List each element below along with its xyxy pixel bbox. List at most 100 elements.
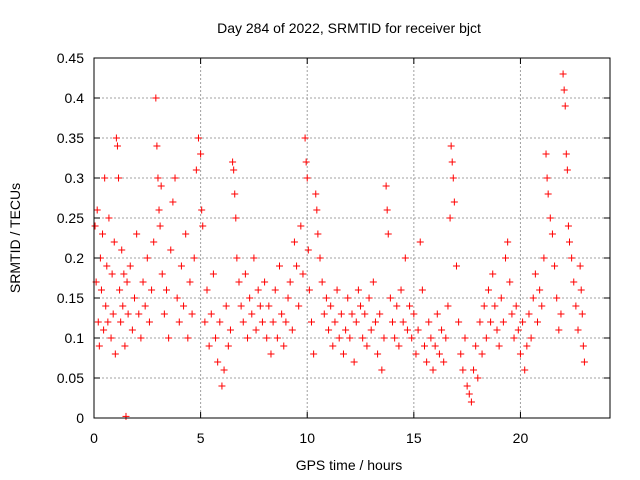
data-point bbox=[192, 166, 200, 174]
y-tick-label: 0.3 bbox=[65, 170, 85, 186]
data-point bbox=[452, 262, 460, 270]
y-tick-label: 0.35 bbox=[57, 130, 84, 146]
data-point bbox=[572, 302, 580, 310]
data-point bbox=[110, 238, 118, 246]
chart-title: Day 284 of 2022, SRMTID for receiver bjc… bbox=[217, 20, 481, 36]
data-point bbox=[318, 278, 326, 286]
data-point bbox=[467, 398, 475, 406]
data-point bbox=[352, 318, 360, 326]
data-point bbox=[239, 318, 247, 326]
data-point bbox=[188, 310, 196, 318]
data-point bbox=[263, 334, 271, 342]
data-point bbox=[119, 302, 127, 310]
y-tick-label: 0.45 bbox=[57, 50, 84, 66]
x-tick-label: 5 bbox=[197, 430, 205, 446]
data-point bbox=[397, 286, 405, 294]
data-point bbox=[209, 270, 217, 278]
data-point bbox=[276, 262, 284, 270]
data-point bbox=[93, 206, 101, 214]
data-point bbox=[568, 254, 576, 262]
data-point bbox=[265, 302, 273, 310]
data-point bbox=[493, 326, 501, 334]
data-point bbox=[579, 342, 587, 350]
data-point bbox=[237, 302, 245, 310]
data-point bbox=[446, 214, 454, 222]
data-point bbox=[412, 350, 420, 358]
data-point bbox=[258, 318, 266, 326]
y-tick-label: 0.2 bbox=[65, 250, 85, 266]
data-point bbox=[564, 222, 572, 230]
data-point bbox=[123, 278, 131, 286]
data-point bbox=[167, 246, 175, 254]
data-point bbox=[414, 326, 422, 334]
data-point bbox=[280, 342, 288, 350]
data-point bbox=[395, 342, 403, 350]
data-point bbox=[199, 222, 207, 230]
data-point bbox=[124, 310, 132, 318]
data-point bbox=[565, 238, 573, 246]
data-point bbox=[502, 254, 510, 262]
data-point bbox=[577, 286, 585, 294]
data-point bbox=[542, 150, 550, 158]
data-point bbox=[327, 302, 335, 310]
data-point bbox=[194, 134, 202, 142]
data-point bbox=[534, 318, 542, 326]
y-tick-label: 0.05 bbox=[57, 370, 84, 386]
data-point bbox=[361, 310, 369, 318]
data-point bbox=[425, 318, 433, 326]
data-point bbox=[393, 302, 401, 310]
data-point bbox=[95, 342, 103, 350]
data-point bbox=[190, 254, 198, 262]
data-point bbox=[105, 214, 113, 222]
data-point bbox=[329, 342, 337, 350]
data-point bbox=[135, 310, 143, 318]
data-point bbox=[482, 334, 490, 342]
data-point bbox=[525, 310, 533, 318]
data-point bbox=[506, 278, 514, 286]
y-tick-label: 0.1 bbox=[65, 330, 85, 346]
data-point bbox=[226, 326, 234, 334]
data-point bbox=[250, 254, 258, 262]
data-point bbox=[516, 350, 524, 358]
data-point bbox=[220, 366, 228, 374]
data-point bbox=[152, 94, 160, 102]
data-point bbox=[449, 174, 457, 182]
data-point bbox=[101, 174, 109, 182]
data-point bbox=[580, 358, 588, 366]
data-point bbox=[389, 318, 397, 326]
data-point bbox=[198, 206, 206, 214]
data-point bbox=[344, 294, 352, 302]
data-point bbox=[112, 134, 120, 142]
data-point bbox=[107, 334, 115, 342]
data-point bbox=[248, 310, 256, 318]
data-point bbox=[391, 334, 399, 342]
data-point bbox=[307, 318, 315, 326]
data-point bbox=[256, 302, 264, 310]
data-point bbox=[480, 302, 488, 310]
data-point bbox=[521, 366, 529, 374]
plot-frame bbox=[93, 57, 611, 419]
data-point bbox=[203, 286, 211, 294]
data-point bbox=[171, 174, 179, 182]
data-point bbox=[212, 334, 220, 342]
data-point bbox=[423, 358, 431, 366]
data-point bbox=[529, 294, 537, 302]
data-point bbox=[145, 318, 153, 326]
data-point bbox=[455, 318, 463, 326]
data-point bbox=[346, 334, 354, 342]
data-point bbox=[461, 334, 469, 342]
data-point bbox=[267, 350, 275, 358]
data-point bbox=[122, 412, 130, 420]
data-point bbox=[431, 342, 439, 350]
data-point bbox=[578, 310, 586, 318]
data-point bbox=[231, 190, 239, 198]
data-point bbox=[418, 286, 426, 294]
data-point bbox=[120, 270, 128, 278]
data-point bbox=[158, 270, 166, 278]
data-point bbox=[416, 238, 424, 246]
x-axis-label: GPS time / hours bbox=[296, 457, 403, 473]
data-point bbox=[359, 334, 367, 342]
data-point bbox=[252, 326, 260, 334]
data-point bbox=[91, 222, 99, 230]
data-point bbox=[97, 286, 105, 294]
